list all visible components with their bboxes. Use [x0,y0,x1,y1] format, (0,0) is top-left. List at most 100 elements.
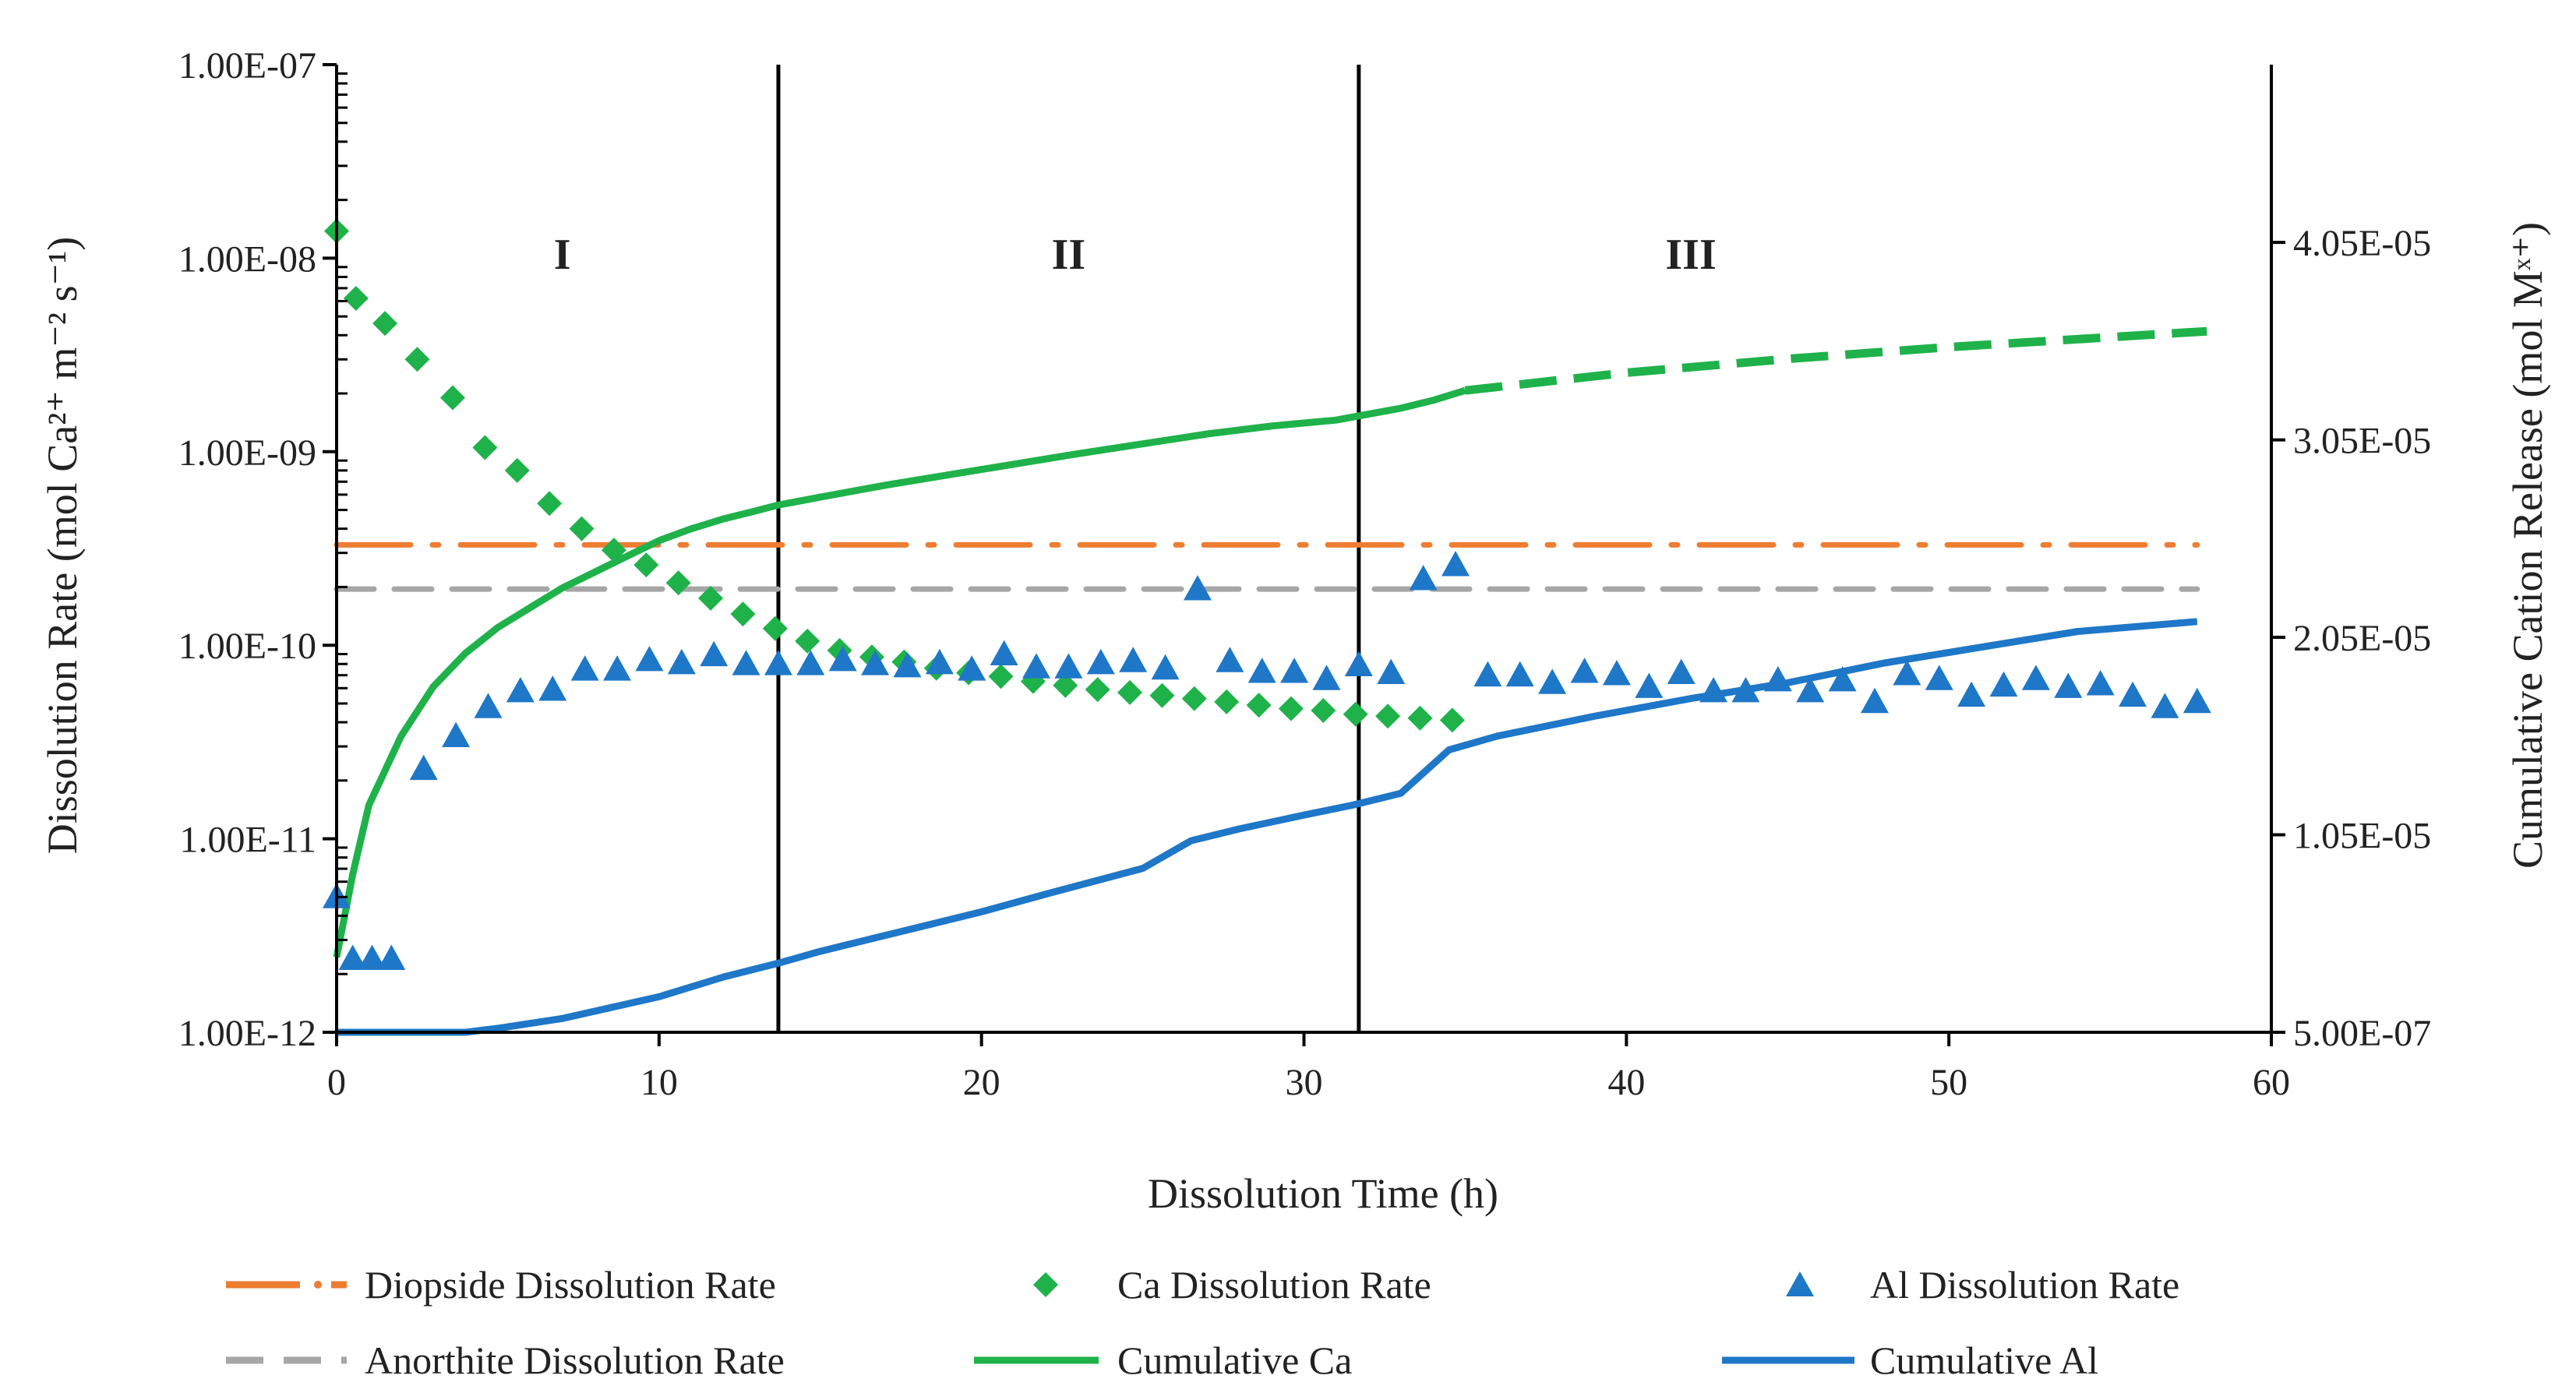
ca-rate-point [372,311,398,337]
al-rate-point [1731,676,1760,703]
al-rate-point [570,655,599,681]
cumulative-ca-projected-line [1464,326,2207,395]
al-rate-point [1151,654,1180,680]
ca-rate-point [665,570,691,596]
axes: 1.00E-12 1.00E-11 1.00E-10 1.00E-09 1.00E-08… [178,45,2432,1103]
ca-rate-point [1375,704,1401,729]
al-rate-point [1989,671,2018,697]
y-left-tick-label: 1.00E-10 [178,626,316,667]
al-rate-point [1796,676,1825,703]
x-tick-label: 10 [640,1062,678,1103]
al-rate-point [1377,658,1406,685]
al-rate-point [2119,681,2147,707]
region-label: I [554,231,571,279]
al-rate-point [377,944,406,970]
ca-rate-point [472,435,498,460]
ca-rate-point [1214,689,1240,714]
legend-item-ca-rate: Ca Dissolution Rate [1033,1263,1431,1307]
al-rate-point [442,721,471,747]
vertical-dividers [776,65,1361,1032]
al-rate-point [1602,660,1631,686]
x-tick-label: 0 [327,1062,346,1103]
ca-rate-point [1053,672,1078,698]
ca-rate-point [601,538,626,563]
legend-item-al-rate: Al Dissolution Rate [1786,1263,2179,1307]
ca-rate-point [1311,697,1336,723]
al-rate-point [958,655,986,681]
y-right-tick-label: 2.05E-05 [2293,618,2431,659]
ca-rate-point [1117,679,1143,705]
al-rate-point [506,676,535,703]
al-rate-point [925,648,954,675]
scatter-points [323,218,2211,970]
al-rate-point [1216,647,1244,672]
al-rate-point [990,640,1018,665]
x-tick-label: 60 [2253,1062,2290,1103]
legend: Diopside Dissolution Rate Ca Dissolution… [226,1263,2179,1382]
ca-rate-point [1085,677,1110,703]
ca-rate-point [1439,707,1465,733]
ca-rate-point [1278,696,1304,721]
ca-rate-point [404,347,430,372]
ca-rate-point [795,628,820,654]
al-rate-point [764,650,792,675]
al-rate-point [1086,648,1115,675]
legend-label-cum-ca: Cumulative Ca [1117,1338,1352,1382]
ca-rate-point [762,615,788,641]
region-label: III [1665,231,1716,279]
ca-rate-point [1181,686,1207,711]
al-rate-point [1442,551,1470,577]
legend-item-anorthite: Anorthite Dissolution Rate [226,1338,785,1382]
al-rate-point [474,693,503,718]
al-rate-point [1893,660,1921,686]
legend-label-al-rate: Al Dissolution Rate [1870,1263,2179,1307]
al-rate-point [796,650,825,675]
al-rate-point [667,648,696,675]
ca-rate-point [569,516,595,541]
ca-rate-point [439,385,465,411]
al-rate-point [1570,658,1599,683]
al-rate-point [2054,672,2083,698]
y-left-tick-label: 1.00E-08 [178,238,316,280]
region-labels: I II III [554,231,1717,279]
al-rate-point [1925,665,1953,690]
ca-rate-point [730,601,756,627]
al-rate-point [2086,670,2115,696]
al-rate-point [409,754,438,781]
al-rate-point [358,944,386,970]
x-tick-label: 20 [963,1062,1000,1103]
x-axis-title: Dissolution Time (h) [1148,1170,1498,1217]
y-right-tick-label: 4.05E-05 [2293,223,2431,264]
y-right-tick-label: 3.05E-05 [2293,421,2431,462]
al-rate-point [1505,661,1534,687]
ca-rate-point [988,664,1014,689]
al-rate-point [1957,681,1986,707]
ca-rate-point [698,585,724,611]
legend-item-diopside: Diopside Dissolution Rate [226,1263,776,1307]
x-tick-label: 40 [1607,1062,1645,1103]
al-rate-point [861,650,890,675]
al-rate-point [1312,665,1341,690]
al-rate-point [1119,647,1148,672]
al-rate-point [2151,693,2179,718]
legend-label-diopside: Diopside Dissolution Rate [365,1263,776,1307]
y-left-tick-label: 1.00E-09 [178,432,316,474]
ca-rate-point [1149,682,1175,708]
legend-label-ca-rate: Ca Dissolution Rate [1117,1263,1431,1307]
ca-rate-point [633,552,659,578]
al-rate-point [1183,575,1212,601]
al-rate-point [2021,665,2050,690]
al-rate-point [828,646,857,672]
legend-label-anorthite: Anorthite Dissolution Rate [365,1338,785,1382]
y-right-tick-label: 5.00E-07 [2293,1013,2431,1054]
al-rate-point [1699,676,1728,703]
legend-label-cum-al: Cumulative Al [1870,1338,2098,1382]
y-left-tick-label: 1.00E-11 [179,820,316,861]
al-rate-point [1828,666,1857,692]
al-rate-point [1538,668,1567,694]
x-tick-label: 30 [1286,1062,1323,1103]
al-rate-point [1344,651,1373,677]
ca-rate-point [504,457,530,483]
